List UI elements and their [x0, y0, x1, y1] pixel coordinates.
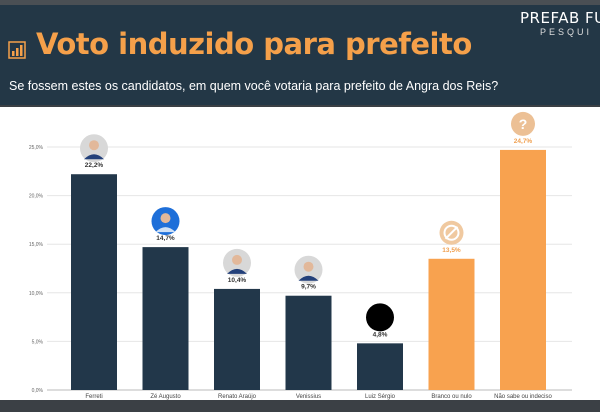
bar [357, 343, 403, 390]
category-label: Venissius [296, 394, 321, 400]
y-tick-label: 10,0% [29, 291, 44, 297]
value-label: 9,7% [301, 284, 316, 291]
category-label: Ferreti [85, 394, 102, 400]
null-icon-ring [443, 224, 460, 241]
header: Voto induzido para prefeito Se fossem es… [0, 5, 600, 105]
bar [214, 288, 260, 390]
y-tick-label: 25,0% [29, 145, 44, 151]
top-bar [0, 0, 600, 5]
category-label: Renato Araújo [218, 394, 257, 400]
photo-head [232, 254, 242, 265]
bar [71, 174, 117, 390]
value-label: 4,8% [373, 331, 388, 338]
bar [428, 258, 475, 390]
value-label: 24,7% [514, 138, 533, 145]
photo-head [303, 261, 314, 272]
value-label: 13,5% [442, 247, 461, 254]
photo-body [155, 227, 176, 233]
category-label: Zé Augusto [150, 394, 181, 400]
y-tick-label: 5,0% [32, 339, 44, 345]
bar-chart: 0,0% 5,0% 10,0% 15,0% 20,0% 25,0% 22,2% Ferreti… [29, 111, 572, 400]
chart-area: 0,0% 5,0% 10,0% 15,0% 20,0% 25,0% 22,2% Ferreti… [0, 107, 600, 400]
bar [142, 247, 189, 390]
bar [500, 149, 546, 390]
bottom-bar [0, 400, 600, 412]
y-tick-label: 0,0% [32, 388, 44, 394]
value-label: 10,4% [228, 277, 247, 284]
y-tick-label: 20,0% [29, 194, 44, 200]
photo-body [84, 154, 104, 160]
candidate-photo-icon [294, 255, 323, 284]
bar-chart-icon [8, 41, 26, 59]
logo: PREFAB FU [520, 9, 600, 27]
photo-body [227, 268, 247, 274]
question-icon: ? [511, 111, 535, 136]
black-circle-icon [366, 303, 394, 332]
photo-head [160, 213, 171, 224]
null-icon [439, 220, 464, 245]
candidate-photo-icon [223, 248, 251, 277]
value-label: 14,7% [156, 235, 175, 242]
question-mark: ? [519, 116, 528, 132]
page-subtitle: Se fossem estes os candidatos, em quem v… [9, 79, 499, 93]
category-label: Não sabe ou indeciso [494, 394, 552, 400]
value-label: 22,2% [85, 162, 104, 169]
page-title: Voto induzido para prefeito [36, 27, 472, 61]
candidate-photo-icon [151, 207, 180, 236]
photo-body [298, 275, 319, 281]
category-label: Branco ou nulo [431, 394, 472, 400]
category-label: Luiz Sérgio [365, 394, 396, 400]
photo-head [89, 140, 99, 151]
y-tick-label: 15,0% [29, 242, 44, 248]
candidate-photo-icon [80, 134, 108, 163]
logo-subtext: PESQUI [540, 27, 593, 37]
null-icon-slash [444, 226, 459, 240]
bar [285, 295, 332, 390]
question-icon-bg [511, 111, 535, 136]
